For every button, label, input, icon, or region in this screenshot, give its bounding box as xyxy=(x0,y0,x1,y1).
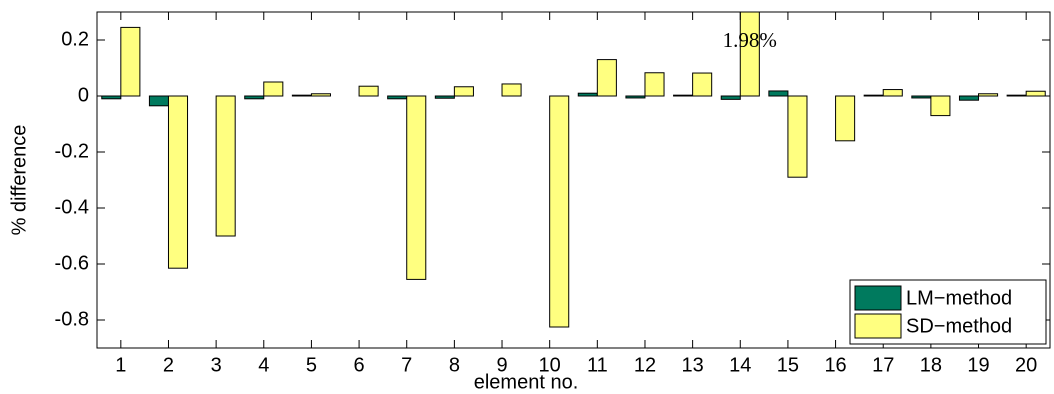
axes-box xyxy=(96,11,1051,349)
bar xyxy=(120,26,141,97)
x-tick-label: 2 xyxy=(163,354,174,376)
plot-area xyxy=(101,12,1046,328)
bar xyxy=(720,95,741,100)
bar xyxy=(787,95,808,178)
x-tick-label: 6 xyxy=(354,354,365,376)
bar xyxy=(263,81,284,97)
bar xyxy=(310,93,331,97)
bar xyxy=(549,95,570,328)
legend-label: LM−method xyxy=(906,287,1012,309)
bar xyxy=(434,95,455,99)
y-tick-label: -0.8 xyxy=(55,308,89,330)
y-axis-label: % difference xyxy=(8,125,30,236)
bar xyxy=(644,72,665,97)
bar xyxy=(291,94,312,97)
x-tick-label: 15 xyxy=(777,354,799,376)
legend-label: SD−method xyxy=(906,315,1012,337)
x-tick-label: 7 xyxy=(401,354,412,376)
bar xyxy=(1025,90,1046,97)
y-tick-label: 0 xyxy=(78,84,89,106)
x-tick-label: 1 xyxy=(115,354,126,376)
bar xyxy=(625,95,646,99)
y-tick-label: -0.6 xyxy=(55,252,89,274)
bar xyxy=(835,95,856,142)
bar xyxy=(358,85,379,97)
bar xyxy=(101,95,122,100)
x-tick-label: 9 xyxy=(496,354,507,376)
x-tick-label: 4 xyxy=(258,354,269,376)
x-tick-label: 17 xyxy=(872,354,894,376)
y-tick-label: -0.4 xyxy=(55,196,89,218)
x-tick-label: 13 xyxy=(682,354,704,376)
x-axis-label: element no. xyxy=(474,371,579,393)
bar xyxy=(148,95,169,107)
bar xyxy=(768,90,789,97)
legend-swatch xyxy=(854,285,902,311)
bar xyxy=(577,92,598,97)
y-tick-label: 0.2 xyxy=(61,28,89,50)
x-tick-label: 16 xyxy=(824,354,846,376)
x-tick-label: 19 xyxy=(967,354,989,376)
bar xyxy=(882,89,903,97)
bar xyxy=(978,93,999,97)
x-tick-label: 14 xyxy=(729,354,751,376)
data-label: 1.98% xyxy=(723,28,777,52)
x-tick-label: 18 xyxy=(920,354,942,376)
bar xyxy=(1006,94,1027,97)
bar xyxy=(501,83,522,97)
x-tick-label: 12 xyxy=(634,354,656,376)
x-tick-label: 5 xyxy=(306,354,317,376)
y-tick-label: -0.2 xyxy=(55,140,89,162)
bar xyxy=(739,12,760,97)
bar xyxy=(958,95,980,101)
bar xyxy=(692,72,713,97)
bar xyxy=(596,59,617,97)
bar xyxy=(673,94,694,97)
bar xyxy=(453,86,474,97)
legend-swatch xyxy=(854,313,902,339)
x-tick-label: 10 xyxy=(539,354,561,376)
bar xyxy=(930,95,951,117)
bar xyxy=(863,94,884,97)
x-tick-label: 8 xyxy=(449,354,460,376)
bar xyxy=(167,95,189,269)
bar xyxy=(244,95,265,100)
bar xyxy=(406,95,427,280)
x-tick-label: 11 xyxy=(587,354,608,376)
bar xyxy=(215,95,236,237)
bar xyxy=(911,95,932,99)
x-tick-label: 20 xyxy=(1015,354,1037,376)
bar xyxy=(387,95,408,100)
x-tick-label: 3 xyxy=(211,354,222,376)
